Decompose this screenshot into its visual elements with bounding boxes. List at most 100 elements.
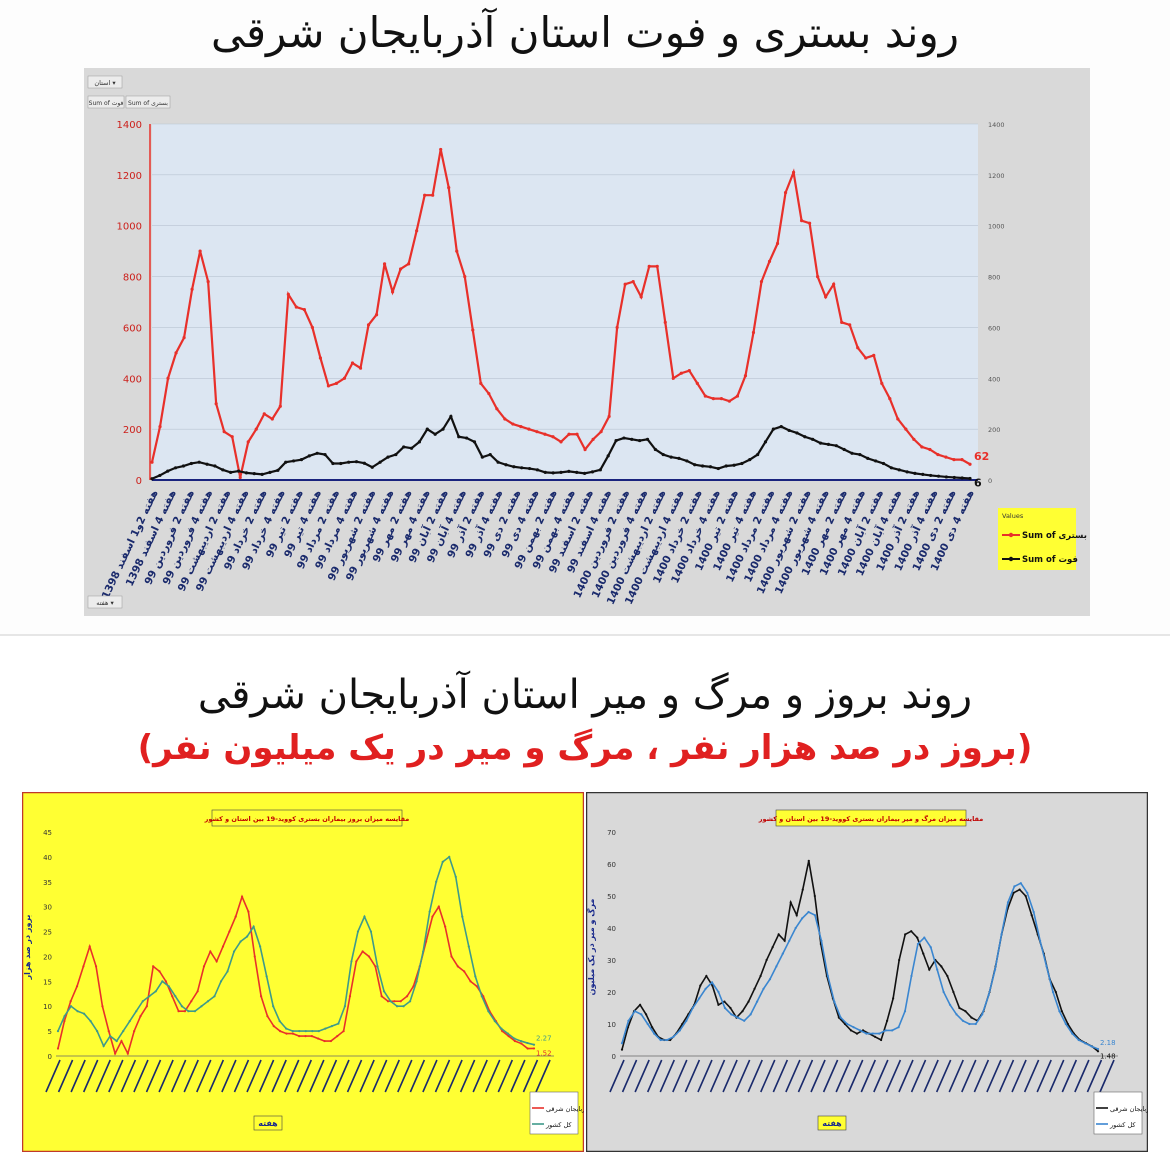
x-tick-label-mark <box>709 1059 726 1093</box>
data-point <box>678 1029 681 1032</box>
data-point <box>775 965 778 968</box>
data-point <box>783 191 788 195</box>
data-point <box>298 1030 301 1033</box>
data-point <box>913 471 917 475</box>
data-point <box>214 402 218 406</box>
data-point <box>330 1025 333 1028</box>
data-point <box>150 477 154 481</box>
y2-tick-label: 1400 <box>988 121 1005 129</box>
legend-label: کل کشور <box>1109 1121 1136 1129</box>
y-tick-label: 400 <box>123 374 142 385</box>
data-point <box>399 1000 402 1003</box>
y-axis-title: بروز در صد هزار <box>23 915 32 981</box>
data-point <box>946 974 949 978</box>
legend-label: آذربایجان شرقی <box>546 1104 584 1113</box>
data-point <box>960 458 964 462</box>
data-point <box>598 468 602 472</box>
incidence-chart: مقایسه میزان بروز بیماران بستری کووید-19… <box>22 792 584 1152</box>
data-point <box>567 432 571 436</box>
data-point <box>520 466 524 470</box>
data-point <box>1051 990 1055 994</box>
data-point <box>638 1003 642 1006</box>
data-point <box>362 461 366 465</box>
data-point <box>367 955 371 958</box>
data-point <box>590 470 595 474</box>
x-tick-label-mark <box>283 1059 300 1093</box>
data-point <box>964 1010 967 1013</box>
y2-tick-label: 1000 <box>988 223 1005 231</box>
data-point <box>358 366 363 370</box>
data-point <box>266 1015 269 1018</box>
data-point <box>285 1027 288 1030</box>
data-point <box>645 1013 648 1016</box>
data-point <box>630 437 634 441</box>
end-value-label: 2.27 <box>536 1035 552 1043</box>
data-point <box>672 1035 675 1038</box>
data-point <box>376 965 379 968</box>
x-tick-label-mark <box>847 1059 864 1093</box>
chart-title-box <box>775 809 967 827</box>
data-point <box>101 1005 104 1008</box>
data-point <box>633 1010 636 1013</box>
y-tick-label: 0 <box>612 1053 616 1061</box>
data-point <box>849 1029 853 1032</box>
y-tick-label: 20 <box>43 953 52 961</box>
data-point <box>1039 939 1042 942</box>
y-tick-label: 800 <box>123 273 142 284</box>
data-point <box>89 1020 92 1023</box>
end-value-label: 6 <box>974 476 982 489</box>
data-point <box>910 930 913 933</box>
y-tick-label: 45 <box>43 829 52 837</box>
data-point <box>820 939 823 942</box>
data-point <box>741 1010 744 1013</box>
x-tick-label-mark <box>233 1059 250 1093</box>
filter-label: Sum of فوت <box>89 100 124 107</box>
data-point <box>824 295 828 299</box>
data-point <box>575 470 579 474</box>
x-tick-label-mark <box>397 1059 413 1093</box>
data-point <box>348 995 352 998</box>
data-point <box>457 435 461 439</box>
data-point <box>513 1039 517 1043</box>
x-tick-label-mark <box>510 1059 526 1093</box>
y-tick-label: 10 <box>607 1021 616 1029</box>
data-point <box>788 939 791 942</box>
data-point <box>727 399 732 403</box>
data-point <box>1045 965 1048 968</box>
data-point <box>622 436 626 440</box>
data-point <box>735 394 740 398</box>
data-point <box>161 980 164 983</box>
data-point <box>324 1027 327 1030</box>
data-point <box>94 965 98 968</box>
data-point <box>272 1005 275 1008</box>
data-point <box>940 965 943 968</box>
bottom-subtitle: (بروز در صد هزار نفر ، مرگ و میر در یک م… <box>137 728 1033 768</box>
data-point <box>475 985 478 988</box>
data-point <box>461 915 464 918</box>
data-point <box>268 470 272 474</box>
data-point <box>896 417 900 421</box>
data-point <box>463 970 466 973</box>
data-point <box>904 933 907 936</box>
data-point <box>526 1041 529 1045</box>
data-point <box>763 440 768 444</box>
data-point <box>695 381 699 385</box>
data-point <box>252 925 255 928</box>
data-point <box>479 381 483 385</box>
y-tick-label: 1400 <box>117 120 142 131</box>
data-point <box>139 1015 142 1018</box>
y2-tick-label: 200 <box>988 426 1000 434</box>
data-point <box>254 427 258 431</box>
data-point <box>361 950 364 953</box>
data-point <box>1054 990 1057 994</box>
data-point <box>1064 1022 1067 1026</box>
data-point <box>582 471 587 475</box>
data-point <box>463 274 467 279</box>
x-tick-label-mark <box>57 1059 74 1093</box>
data-point <box>260 472 264 477</box>
data-point <box>743 1019 746 1022</box>
hospitalization-death-chart: استان ▾ Sum of فوت Sum of بستری 0 200 400 600 8… <box>84 68 1090 616</box>
data-point <box>395 1005 399 1008</box>
x-tick-label-mark <box>734 1059 751 1093</box>
data-point <box>691 1006 694 1010</box>
